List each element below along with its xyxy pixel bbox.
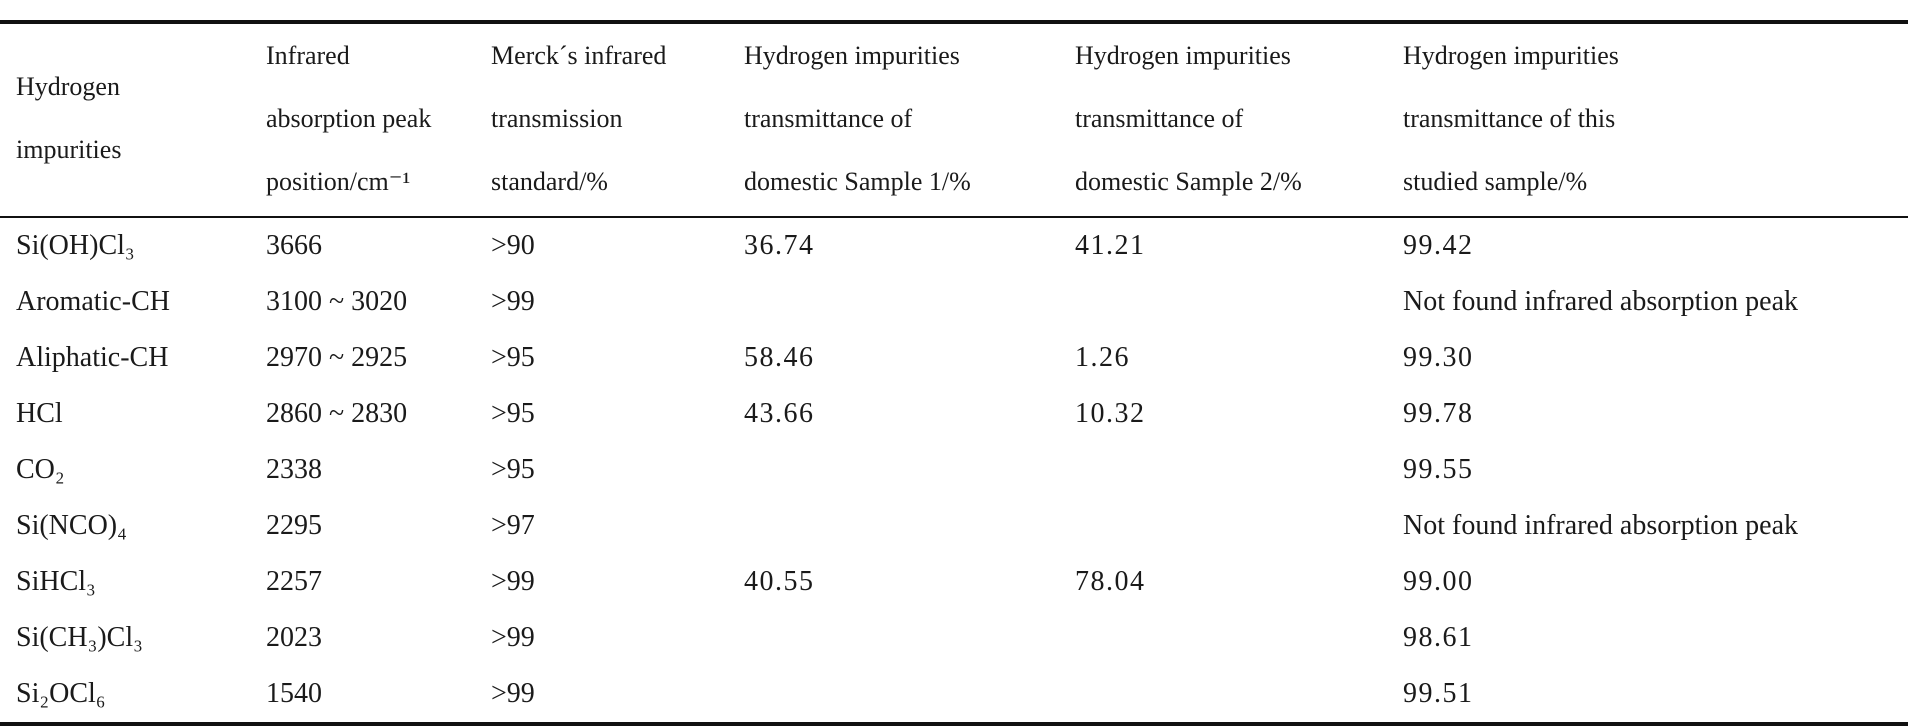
header-line: standard/%: [491, 167, 608, 196]
cell-sample2: 78.04: [1075, 566, 1146, 597]
header-line: transmittance of this: [1403, 104, 1616, 133]
cell-impurity: Aromatic-CH: [16, 286, 170, 317]
header-line: Merck´s infrared: [491, 41, 667, 70]
cell-peak: 2023: [266, 622, 322, 653]
cell-impurity: Si(OH)Cl₃: [16, 230, 135, 261]
cell-merck: >90: [491, 230, 535, 261]
cell-merck: >99: [491, 286, 535, 317]
header-studied-sample: Hydrogen impurities transmittance of thi…: [1403, 24, 1619, 213]
header-rule: [0, 216, 1908, 218]
cell-merck: >99: [491, 678, 535, 709]
cell-peak: 3666: [266, 230, 322, 261]
header-line: impurities: [16, 135, 122, 164]
header-line: position/cm⁻¹: [266, 167, 411, 196]
header-sample-1: Hydrogen impurities transmittance of dom…: [744, 24, 971, 213]
cell-merck: >99: [491, 566, 535, 597]
table-row: Si(NCO)₄ 2295 >97 Not found infrared abs…: [0, 498, 1908, 554]
table-row: Aliphatic-CH 2970 ~ 2925 >95 58.46 1.26 …: [0, 330, 1908, 386]
header-line: Infrared: [266, 41, 350, 70]
table-row: Si(OH)Cl₃ 3666 >90 36.74 41.21 99.42: [0, 218, 1908, 274]
cell-studied: 99.42: [1403, 230, 1474, 261]
table-row: Si(CH₃)Cl₃ 2023 >99 98.61: [0, 610, 1908, 666]
cell-sample1: 43.66: [744, 398, 815, 429]
cell-studied: 99.55: [1403, 454, 1474, 485]
cell-peak: 2257: [266, 566, 322, 597]
cell-sample2: 41.21: [1075, 230, 1146, 261]
cell-peak: 2970 ~ 2925: [266, 342, 408, 373]
cell-merck: >97: [491, 510, 535, 541]
header-line: Hydrogen impurities: [1075, 41, 1291, 70]
cell-merck: >95: [491, 454, 535, 485]
table-row: Aromatic-CH 3100 ~ 3020 >99 Not found in…: [0, 274, 1908, 330]
cell-peak: 2295: [266, 510, 322, 541]
table-body: Si(OH)Cl₃ 3666 >90 36.74 41.21 99.42 Aro…: [0, 218, 1908, 722]
cell-impurity: Aliphatic-CH: [16, 342, 169, 373]
cell-studied: 98.61: [1403, 622, 1474, 653]
header-merck-standard: Merck´s infrared transmission standard/%: [491, 24, 666, 213]
cell-sample2: 10.32: [1075, 398, 1146, 429]
header-line: Hydrogen impurities: [1403, 41, 1619, 70]
cell-impurity: Si(CH₃)Cl₃: [16, 622, 143, 653]
cell-studied: 99.00: [1403, 566, 1474, 597]
cell-studied: 99.78: [1403, 398, 1474, 429]
cell-merck: >95: [491, 398, 535, 429]
cell-impurity: Si₂OCl₆: [16, 678, 106, 709]
cell-merck: >99: [491, 622, 535, 653]
cell-peak: 1540: [266, 678, 322, 709]
cell-impurity: SiHCl₃: [16, 566, 96, 597]
cell-impurity: HCl: [16, 398, 63, 429]
top-rule: [0, 20, 1908, 24]
bottom-rule: [0, 722, 1908, 726]
header-absorption-peak: Infrared absorption peak position/cm⁻¹: [266, 24, 431, 213]
cell-peak: 3100 ~ 3020: [266, 286, 408, 317]
cell-studied: 99.30: [1403, 342, 1474, 373]
header-line: Hydrogen impurities: [744, 41, 960, 70]
header-line: transmittance of: [744, 104, 913, 133]
header-line: domestic Sample 1/%: [744, 167, 971, 196]
header-line: absorption peak: [266, 104, 432, 133]
impurity-table: Hydrogen impurities Infrared absorption …: [0, 20, 1908, 726]
cell-sample2: 1.26: [1075, 342, 1130, 373]
header-hydrogen-impurities: Hydrogen impurities: [16, 55, 121, 181]
cell-studied: Not found infrared absorption peak: [1403, 286, 1798, 317]
cell-sample1: 36.74: [744, 230, 815, 261]
table-row: CO₂ 2338 >95 99.55: [0, 442, 1908, 498]
cell-studied: 99.51: [1403, 678, 1474, 709]
header-line: transmission: [491, 104, 623, 133]
header-line: studied sample/%: [1403, 167, 1588, 196]
cell-peak: 2860 ~ 2830: [266, 398, 408, 429]
header-line: Hydrogen: [16, 72, 120, 101]
header-sample-2: Hydrogen impurities transmittance of dom…: [1075, 24, 1302, 213]
header-line: domestic Sample 2/%: [1075, 167, 1302, 196]
cell-peak: 2338: [266, 454, 322, 485]
cell-sample1: 58.46: [744, 342, 815, 373]
cell-studied: Not found infrared absorption peak: [1403, 510, 1798, 541]
table-row: SiHCl₃ 2257 >99 40.55 78.04 99.00: [0, 554, 1908, 610]
cell-impurity: CO₂: [16, 454, 65, 485]
table-row: HCl 2860 ~ 2830 >95 43.66 10.32 99.78: [0, 386, 1908, 442]
cell-merck: >95: [491, 342, 535, 373]
table-header: Hydrogen impurities Infrared absorption …: [0, 24, 1908, 216]
table-row: Si₂OCl₆ 1540 >99 99.51: [0, 666, 1908, 722]
cell-impurity: Si(NCO)₄: [16, 510, 127, 541]
cell-sample1: 40.55: [744, 566, 815, 597]
header-line: transmittance of: [1075, 104, 1244, 133]
